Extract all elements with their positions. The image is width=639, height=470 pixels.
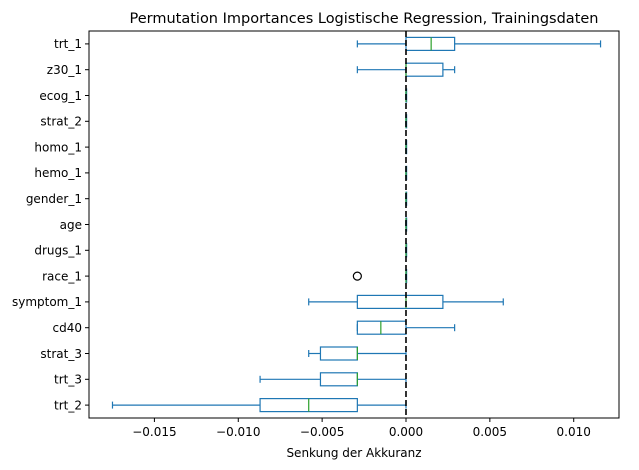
y-tick-label: trt_2 — [54, 398, 82, 412]
x-tick-label: −0.015 — [132, 425, 176, 439]
box-cd40 — [356, 320, 456, 335]
box-series — [111, 36, 602, 413]
iqr-box — [405, 62, 444, 77]
chart-title: Permutation Importances Logistische Regr… — [129, 11, 598, 27]
plot-frame — [88, 30, 620, 419]
x-tick-label: −0.005 — [300, 425, 344, 439]
box-trt_3 — [259, 372, 407, 387]
x-tick-label: −0.010 — [216, 425, 260, 439]
y-tick-label: drugs_1 — [34, 244, 82, 258]
y-tick-label: strat_3 — [40, 347, 82, 361]
iqr-box — [356, 320, 407, 335]
box-trt_2 — [111, 398, 407, 413]
y-tick-label: gender_1 — [26, 192, 82, 206]
y-tick-label: age — [60, 218, 82, 232]
y-tick-label: homo_1 — [34, 140, 82, 154]
x-tick-label: 0.010 — [557, 425, 591, 439]
box-trt_1 — [356, 36, 602, 52]
x-axis-label: Senkung der Akkuranz — [286, 446, 421, 460]
y-tick-label: trt_3 — [54, 373, 82, 387]
iqr-box — [405, 36, 456, 52]
y-tick-label: symptom_1 — [12, 295, 82, 309]
iqr-box — [319, 346, 358, 361]
box-strat_3 — [308, 346, 407, 361]
y-tick-label: trt_1 — [54, 37, 82, 51]
y-tick-label: race_1 — [42, 269, 82, 283]
y-tick-label: hemo_1 — [34, 166, 82, 180]
iqr-box — [319, 372, 358, 387]
y-tick-label: strat_2 — [40, 115, 82, 129]
y-tick-label: ecog_1 — [39, 89, 82, 103]
flier-point — [352, 271, 362, 281]
y-axis: trt_1 z30_1 ecog_1 strat_2 homo_1 hemo_1gende… — [12, 37, 89, 412]
y-tick-label: z30_1 — [47, 63, 82, 77]
x-tick-label: 0.005 — [473, 425, 507, 439]
x-tick-label: 0.000 — [389, 425, 423, 439]
iqr-box — [356, 294, 444, 309]
x-axis: −0.015 −0.010 −0.005 0.000 0.005 0.010 — [132, 418, 591, 439]
box-race_1 — [352, 269, 408, 284]
y-tick-label: cd40 — [53, 321, 82, 335]
